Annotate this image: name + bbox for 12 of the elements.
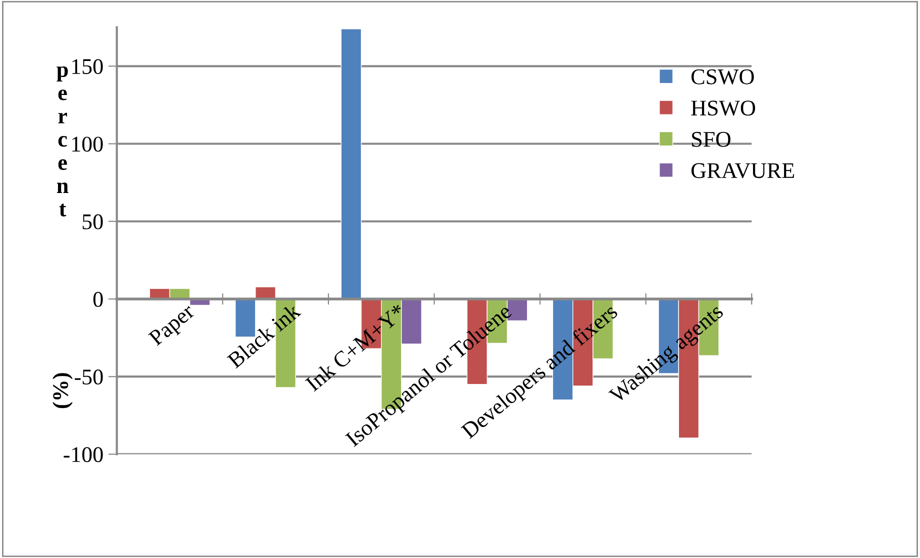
legend-label: SFO bbox=[692, 132, 730, 147]
bar bbox=[340, 28, 362, 300]
y-tick-label: 150 bbox=[72, 59, 103, 74]
y-tick-label: 50 bbox=[82, 214, 103, 230]
text: percent (%) bbox=[52, 66, 73, 408]
legend-label: GRAVURE bbox=[691, 163, 794, 178]
legend-label: HSWO bbox=[691, 100, 756, 116]
y-tick-label: 100 bbox=[72, 136, 103, 152]
y-tick-label: -100 bbox=[64, 447, 103, 462]
legend-label: CSWO bbox=[691, 69, 754, 84]
y-tick-label: 0 bbox=[93, 292, 103, 307]
y-tick-label: -50 bbox=[74, 370, 103, 385]
